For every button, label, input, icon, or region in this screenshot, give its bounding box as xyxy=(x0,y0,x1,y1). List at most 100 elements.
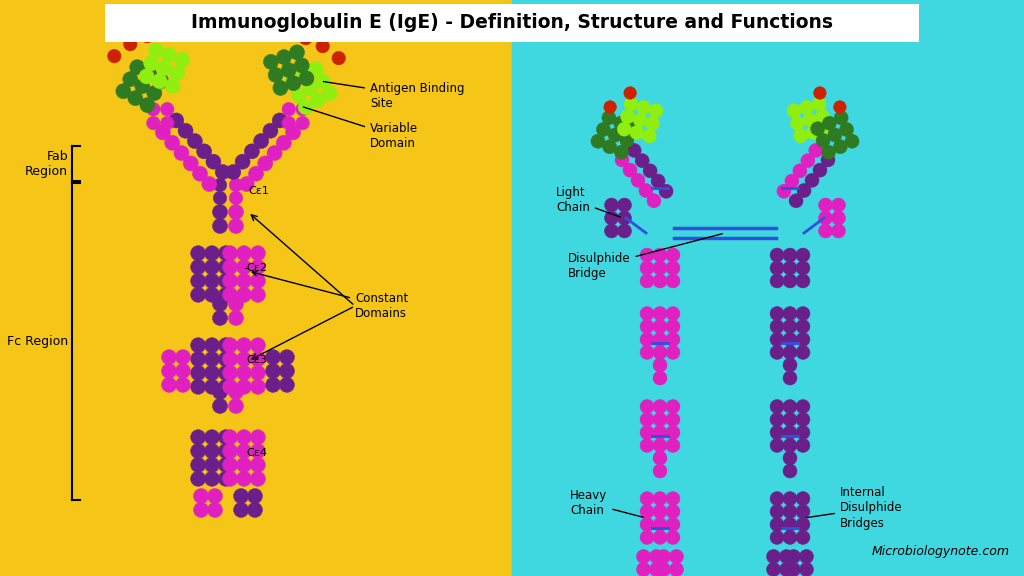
Circle shape xyxy=(670,563,683,576)
Circle shape xyxy=(767,563,780,576)
Circle shape xyxy=(640,505,654,518)
Circle shape xyxy=(205,338,219,353)
Circle shape xyxy=(286,125,301,140)
Circle shape xyxy=(140,29,154,43)
Circle shape xyxy=(831,224,846,238)
Circle shape xyxy=(162,377,176,392)
Circle shape xyxy=(666,248,680,262)
Circle shape xyxy=(831,198,846,212)
Circle shape xyxy=(640,426,654,439)
Bar xyxy=(0,0,512,576)
Circle shape xyxy=(796,412,810,426)
Circle shape xyxy=(251,365,265,380)
Circle shape xyxy=(165,78,180,93)
Circle shape xyxy=(298,100,313,115)
Circle shape xyxy=(237,274,252,289)
Text: Disulphide
Bridge: Disulphide Bridge xyxy=(568,234,722,280)
Circle shape xyxy=(770,346,784,359)
Circle shape xyxy=(148,43,164,58)
Circle shape xyxy=(666,426,680,439)
Circle shape xyxy=(640,346,654,359)
Circle shape xyxy=(222,457,238,472)
Circle shape xyxy=(229,191,243,204)
Circle shape xyxy=(656,550,671,563)
Circle shape xyxy=(639,184,653,198)
Circle shape xyxy=(175,350,190,365)
Text: Fc Region: Fc Region xyxy=(7,335,68,348)
Circle shape xyxy=(205,274,219,289)
Circle shape xyxy=(653,412,667,426)
Circle shape xyxy=(796,438,810,452)
Circle shape xyxy=(205,287,219,302)
Circle shape xyxy=(229,178,243,192)
Circle shape xyxy=(222,338,238,353)
Circle shape xyxy=(215,165,230,180)
Circle shape xyxy=(218,471,233,486)
Circle shape xyxy=(169,113,183,128)
Circle shape xyxy=(213,204,227,219)
Circle shape xyxy=(218,457,233,472)
Circle shape xyxy=(303,81,318,96)
Circle shape xyxy=(796,332,810,347)
Circle shape xyxy=(770,491,784,506)
Circle shape xyxy=(783,517,797,532)
Circle shape xyxy=(783,426,797,439)
Circle shape xyxy=(237,365,252,380)
Circle shape xyxy=(813,86,826,99)
Circle shape xyxy=(653,451,667,465)
Circle shape xyxy=(635,154,649,168)
Circle shape xyxy=(128,90,143,105)
Circle shape xyxy=(222,246,238,261)
Circle shape xyxy=(123,71,138,87)
Circle shape xyxy=(777,184,791,198)
Circle shape xyxy=(152,74,167,89)
Circle shape xyxy=(205,260,219,275)
Circle shape xyxy=(770,332,784,347)
Circle shape xyxy=(801,154,815,168)
Circle shape xyxy=(800,100,813,115)
Circle shape xyxy=(190,457,206,472)
Circle shape xyxy=(770,261,784,275)
Circle shape xyxy=(666,261,680,275)
Circle shape xyxy=(783,358,797,372)
Circle shape xyxy=(800,563,813,576)
Circle shape xyxy=(213,191,226,204)
Circle shape xyxy=(796,400,810,414)
Circle shape xyxy=(653,517,667,532)
Circle shape xyxy=(296,103,309,116)
Circle shape xyxy=(237,471,252,486)
Circle shape xyxy=(213,385,227,400)
Circle shape xyxy=(821,153,835,167)
Circle shape xyxy=(666,332,680,347)
Circle shape xyxy=(233,502,249,517)
Circle shape xyxy=(642,129,656,143)
Circle shape xyxy=(248,502,262,517)
Text: Internal
Disulphide
Bridges: Internal Disulphide Bridges xyxy=(807,487,902,529)
Circle shape xyxy=(205,430,219,445)
Circle shape xyxy=(213,399,227,414)
Circle shape xyxy=(162,350,176,365)
Circle shape xyxy=(222,287,238,302)
Circle shape xyxy=(154,74,169,89)
Circle shape xyxy=(624,86,637,99)
Circle shape xyxy=(146,86,162,101)
Circle shape xyxy=(821,145,836,159)
Circle shape xyxy=(770,530,784,544)
Circle shape xyxy=(666,320,680,334)
Circle shape xyxy=(783,248,797,262)
Circle shape xyxy=(624,97,638,111)
Circle shape xyxy=(222,274,238,289)
Circle shape xyxy=(251,471,265,486)
Circle shape xyxy=(205,471,219,486)
Circle shape xyxy=(613,116,628,130)
Circle shape xyxy=(796,261,810,275)
Circle shape xyxy=(190,260,206,275)
Circle shape xyxy=(797,184,811,198)
Circle shape xyxy=(653,274,667,288)
Text: Cε2: Cε2 xyxy=(246,263,267,273)
Circle shape xyxy=(280,377,295,392)
Circle shape xyxy=(218,430,233,445)
Circle shape xyxy=(637,563,650,576)
Circle shape xyxy=(637,550,650,563)
Circle shape xyxy=(653,320,667,334)
